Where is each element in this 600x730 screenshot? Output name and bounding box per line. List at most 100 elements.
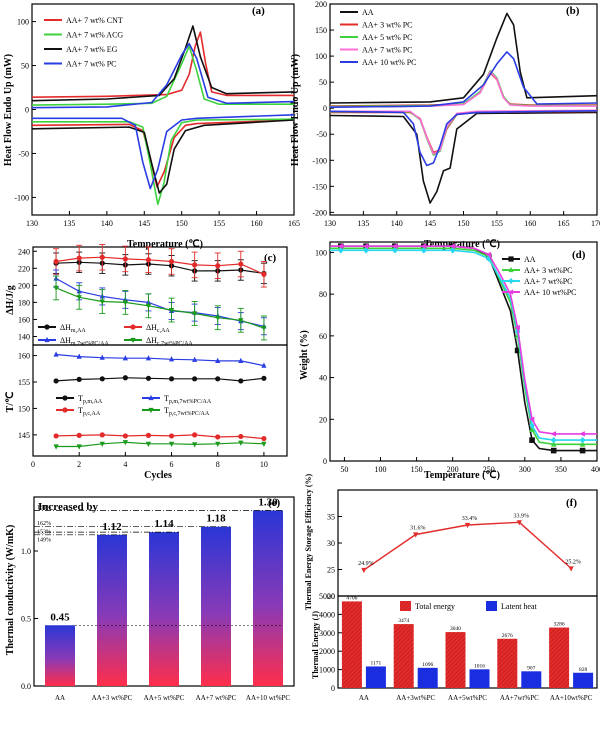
panel-c-top-legend-3-label: ΔHc,7wt%PC/AA	[146, 336, 193, 347]
panel-e-category-label: AA+3 wt%PC	[92, 694, 133, 702]
panel-c-bottom-point	[99, 441, 105, 447]
panel-e-increase-label: 153%	[37, 530, 51, 536]
panel-c-top-point	[168, 307, 175, 314]
panel-e-ylabel: Thermal conductivity (W/mK)	[5, 525, 16, 656]
panel-f-category-label: AA+5wt%PC	[448, 694, 487, 702]
panel-b-y-tick-label: 100	[315, 52, 327, 61]
panel-c-top-legend-3-marker	[130, 337, 136, 344]
panel-f-bar-value-label: 4706	[346, 595, 357, 601]
panel-c-bottom-point	[192, 442, 198, 448]
panel-d-x-tick-label: 200	[447, 465, 459, 474]
panel-b-xlabel: Temperature (℃)	[424, 239, 500, 250]
panel-c-bottom-point	[238, 433, 244, 440]
panel-c-top-point	[76, 295, 82, 301]
panel-f-top-y-tick-label: 25	[327, 566, 335, 575]
panel-d-point	[362, 243, 369, 249]
panel-d-point	[337, 243, 344, 249]
panel-a-cooling-line-1	[32, 118, 295, 206]
panel-d-y-tick-label: 0	[323, 457, 327, 466]
panel-c-top-y-tick-label: 160	[18, 315, 30, 324]
panel-d-point	[579, 441, 586, 447]
panel-a-legend-0-label: AA+ 7 wt% CNT	[66, 16, 123, 25]
panel-f-bar-value-label: 1171	[371, 660, 382, 666]
panel-c-top-legend-0-marker	[44, 324, 50, 330]
panel-e-category-label: AA	[55, 694, 65, 702]
panel-b-ylabel: Heat Flow Endo Up (mW)	[290, 54, 301, 166]
panel-d-legend-3-label: AA+ 10 wt%PC	[524, 288, 577, 297]
panel-d-point	[514, 324, 520, 331]
panel-d-y-tick-label: 40	[319, 374, 327, 383]
panel-c-x-tick-label: 2	[77, 460, 81, 469]
panel-e-bar	[149, 532, 179, 686]
panel-a-xlabel: Temperature (℃)	[127, 239, 203, 250]
panel-c-bottom-line-3	[56, 441, 264, 448]
panel-c-bottom-point	[168, 356, 175, 362]
panel-d-y-tick-label: 100	[315, 248, 327, 257]
panel-d-point	[528, 416, 535, 423]
panel-d-x-tick-label: 50	[340, 465, 348, 474]
panel-a-cooling-line-3	[32, 114, 295, 190]
panel-b-y-tick-label: 200	[315, 0, 327, 9]
panel-d-point	[579, 431, 585, 437]
panel-c-bottom-point	[168, 433, 175, 439]
panel-d-x-tick-label: 250	[483, 465, 495, 474]
panel-f-bar-value-label: 1096	[422, 662, 433, 668]
panel-c-top-point	[192, 262, 198, 268]
panel-c-top-y-tick-label: 220	[18, 264, 30, 273]
panel-a-heating-line-3	[31, 42, 295, 109]
panel-c-bottom-point	[53, 351, 59, 357]
panel-c-top-point	[122, 300, 128, 306]
panel-a-y-tick-label: -50	[18, 149, 29, 158]
panel-f-bottom-y-tick-label: 4000	[319, 610, 335, 619]
panel-e-y-tick-label: 1.0	[21, 547, 31, 556]
panel-f-bar-total	[393, 624, 414, 688]
panel-c-bottom-point	[192, 432, 198, 438]
panel-d-legend-1-marker	[508, 266, 514, 273]
panel-c-x-tick-label: 4	[123, 460, 127, 469]
panel-c-bottom-point	[99, 354, 105, 360]
panel-f-top-ylabel: Thermal Energy Storage Efficiency (%)	[304, 473, 313, 610]
panel-b-cooling-line-3	[330, 109, 598, 155]
panel-label-e: (e)	[268, 497, 281, 509]
panel-d-frame	[329, 241, 598, 462]
panel-c-top-y-tick-label: 180	[18, 298, 30, 307]
panel-f-category-label: AA	[359, 694, 369, 702]
panel-e-value-label: 1.14	[154, 518, 174, 530]
panel-c-top-point	[192, 311, 198, 317]
panel-c-top-line-0	[56, 261, 264, 274]
panel-c-bottom-point	[99, 432, 105, 438]
panel-c-bottom-point	[192, 356, 198, 362]
panel-b-legend-4-label: AA+ 10 wt% PC	[362, 58, 417, 67]
panel-d-legend-1-label: AA+ 3 wt%PC	[524, 266, 573, 275]
panel-d-point	[363, 247, 369, 254]
panel-label-d: (d)	[572, 249, 586, 261]
panel-c-bottom-point	[238, 357, 244, 363]
panel-f-legend-swatch-1	[486, 601, 497, 611]
panel-c-top-legend-2-marker	[44, 336, 50, 343]
panel-c-top-point	[99, 254, 105, 260]
panel-d-point	[485, 251, 492, 258]
panel-a-x-tick-label: 160	[251, 219, 263, 228]
panel-d-point	[485, 255, 492, 262]
panel-c-bottom-point	[168, 441, 175, 447]
panel-d-point	[391, 243, 398, 249]
panel-d-legend-0-label: AA	[524, 255, 536, 264]
panel-label-f: (f)	[566, 497, 577, 509]
panel-c-bottom-line-1	[56, 353, 265, 367]
panel-a-x-tick-label: 145	[138, 219, 150, 228]
panel-b-x-tick-label: 135	[357, 219, 369, 228]
panel-c-bottom-point	[76, 444, 82, 450]
panel-b-x-tick-label: 145	[424, 219, 436, 228]
panel-c-top-legend-1-marker	[130, 324, 136, 330]
panel-f-top-y-tick-label: 35	[327, 513, 335, 522]
panel-b-x-tick-label: 150	[458, 219, 470, 228]
panel-f-bar-latent	[521, 671, 542, 688]
panel-c-top-point	[76, 255, 82, 261]
panel-f-bar-value-label: 2676	[502, 633, 513, 639]
panel-d-point	[449, 243, 455, 249]
panel-f-bar-value-label: 3286	[554, 622, 565, 628]
panel-f-bar-latent	[573, 672, 594, 688]
panel-c-top-y-tick-label: 200	[18, 281, 30, 290]
panel-f-category-label: AA+10wt%PC	[550, 694, 593, 702]
panel-b-y-tick-label: 50	[319, 78, 327, 87]
